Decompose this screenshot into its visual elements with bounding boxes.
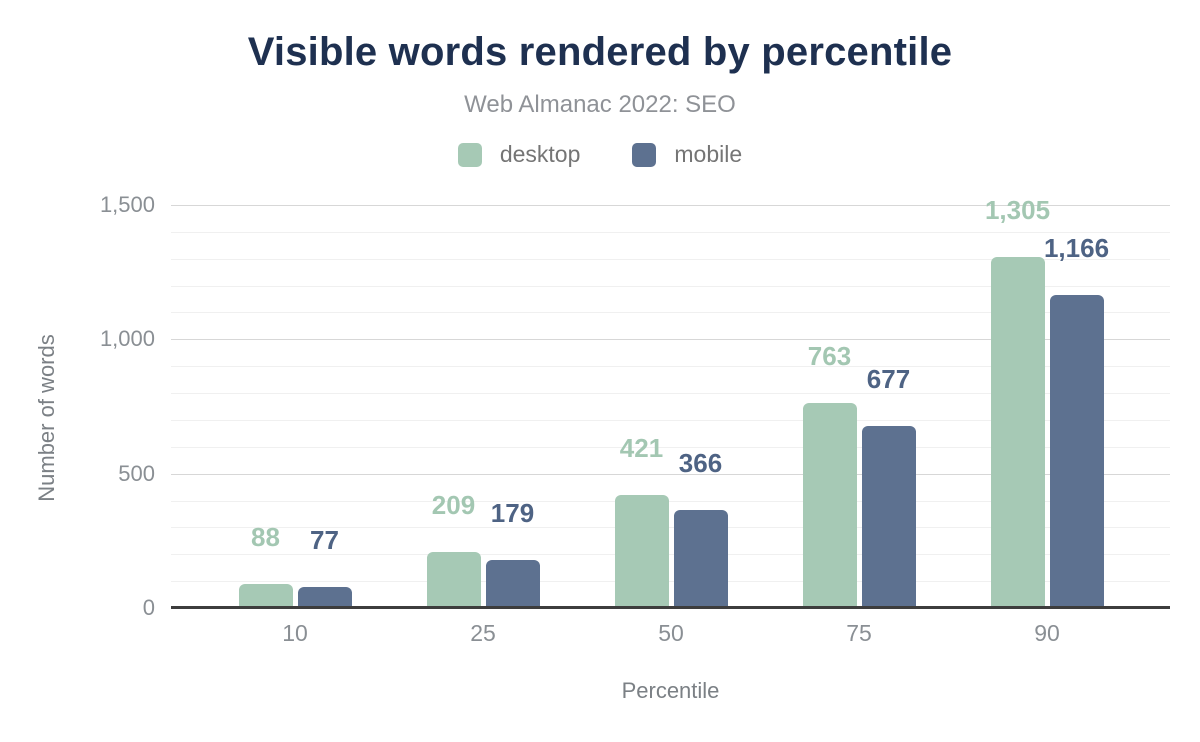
- legend-swatch-desktop: [457, 142, 482, 167]
- minor-gridline: [171, 366, 1170, 368]
- bar-desktop-p10: [238, 584, 293, 608]
- x-axis-line: [171, 606, 1170, 609]
- bar-mobile-p10: [297, 587, 352, 608]
- legend-swatch-mobile: [632, 142, 657, 167]
- x-axis-title: Percentile: [621, 678, 720, 703]
- minor-gridline: [171, 285, 1170, 287]
- x-tick-label-p90: 90: [1034, 620, 1060, 646]
- legend-label: desktop: [499, 141, 581, 167]
- bar-mobile-p50: [673, 509, 728, 608]
- legend-item-mobile: mobile: [632, 141, 742, 168]
- legend-label: mobile: [674, 141, 743, 167]
- x-tick-label-p75: 75: [846, 620, 872, 646]
- x-tick-label-p25: 25: [470, 620, 496, 646]
- bar-desktop-p25: [426, 551, 481, 608]
- minor-gridline: [171, 527, 1170, 529]
- minor-gridline: [171, 393, 1170, 395]
- value-label-mobile-p25: 179: [490, 497, 535, 528]
- value-label-mobile-p10: 77: [310, 525, 339, 556]
- plot-area: 0 500 1,000 1,500 88 77 10 209 179 25 421 366 50 763 6…: [100, 192, 1170, 646]
- bar-mobile-p75: [861, 426, 916, 608]
- chart-title: Visible words rendered by percentile: [247, 30, 953, 74]
- y-tick-label: 1,000: [99, 326, 155, 352]
- value-label-desktop-p75: 763: [807, 341, 852, 372]
- bar-desktop-p50: [614, 494, 669, 608]
- value-label-desktop-p25: 209: [431, 489, 476, 520]
- minor-gridline: [171, 554, 1170, 556]
- bar-mobile-p25: [485, 559, 540, 608]
- minor-gridline: [171, 419, 1170, 421]
- y-tick-label: 500: [118, 460, 155, 486]
- major-gridline: [171, 339, 1170, 341]
- minor-gridline: [171, 312, 1170, 314]
- minor-gridline: [171, 258, 1170, 260]
- y-tick-label: 1,500: [99, 192, 155, 217]
- y-axis-title: Number of words: [34, 334, 59, 502]
- y-tick-label: 0: [142, 595, 155, 620]
- minor-gridline: [171, 581, 1170, 583]
- value-label-desktop-p10: 88: [251, 522, 280, 553]
- minor-gridline: [171, 231, 1170, 233]
- value-label-mobile-p50: 366: [678, 447, 723, 478]
- bar-desktop-p90: [990, 257, 1045, 608]
- value-label-mobile-p75: 677: [866, 364, 911, 395]
- major-gridline: [171, 205, 1170, 206]
- x-tick-label-p50: 50: [658, 620, 684, 646]
- major-gridline: [171, 473, 1170, 475]
- value-label-desktop-p90: 1,305: [984, 195, 1051, 226]
- legend: desktop mobile: [0, 141, 1200, 168]
- minor-gridline: [171, 446, 1170, 448]
- value-label-desktop-p50: 421: [619, 432, 664, 463]
- bar-desktop-p75: [802, 403, 857, 608]
- x-tick-label-p10: 10: [282, 620, 308, 646]
- chart-subtitle: Web Almanac 2022: SEO: [464, 91, 736, 118]
- minor-gridline: [171, 500, 1170, 502]
- value-label-mobile-p90: 1,166: [1043, 232, 1110, 263]
- bar-mobile-p90: [1049, 294, 1104, 608]
- legend-item-desktop: desktop: [457, 141, 581, 168]
